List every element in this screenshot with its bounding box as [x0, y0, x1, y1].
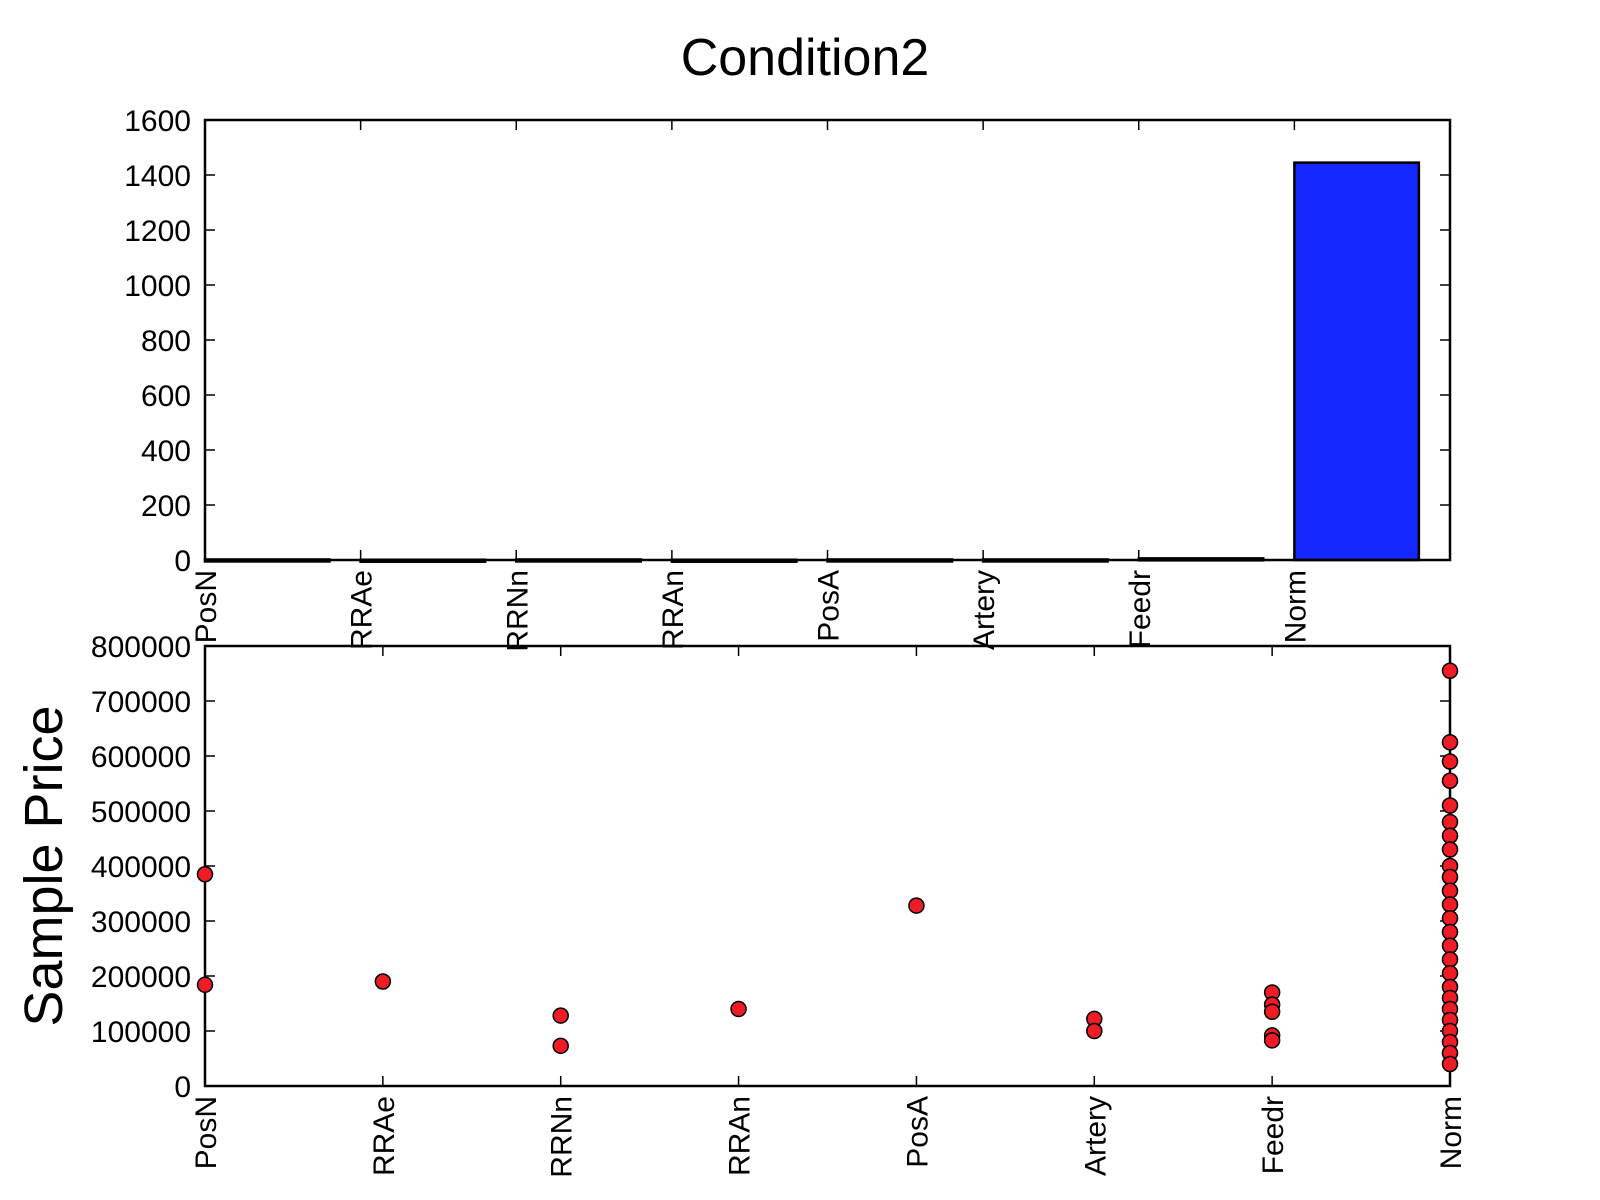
data-point — [908, 897, 925, 914]
y-tick-label: 100000 — [91, 1016, 191, 1049]
data-point — [1441, 797, 1459, 814]
y-tick-label: 400000 — [91, 851, 191, 884]
x-tick-label: RRAe — [346, 570, 379, 650]
data-point — [1441, 772, 1459, 789]
data-point — [1441, 734, 1459, 751]
y-tick-label: 200000 — [91, 961, 191, 994]
data-point — [730, 1000, 747, 1018]
y-tick-label: 1000 — [124, 270, 191, 303]
data-point — [1441, 951, 1459, 968]
data-point — [552, 1037, 569, 1055]
x-tick-label: PosA — [901, 1096, 934, 1168]
y-tick-label: 1600 — [124, 105, 191, 138]
data-point — [1441, 753, 1459, 770]
y-tick-label: 500000 — [91, 796, 191, 829]
data-point — [1441, 965, 1459, 982]
bar-chart-panel: 0 200 400 600 800 1000 1200 1400 1600 PosN RRAe RR… — [124, 105, 1452, 652]
x-tick-label: PosN — [190, 570, 223, 643]
y-axis-label: Sample Price — [14, 705, 74, 1026]
y-tick-label: 0 — [174, 545, 191, 578]
x-tick-label: RRAe — [368, 1096, 401, 1176]
y-tick-label: 600000 — [91, 741, 191, 774]
data-point — [1441, 896, 1459, 913]
x-tick-label: Artery — [1079, 1096, 1112, 1176]
x-tick-label: Feedr — [1124, 570, 1157, 648]
data-point — [1441, 1055, 1459, 1073]
bar-plot-frame — [203, 118, 1452, 562]
data-point — [1441, 910, 1459, 927]
x-tick-label: RRNn — [546, 1096, 579, 1178]
chart-title: Condition2 — [681, 29, 930, 87]
x-tick-label: RRAn — [724, 1096, 757, 1176]
data-point — [1441, 827, 1459, 844]
data-point — [1086, 1022, 1103, 1040]
data-point — [1441, 662, 1459, 679]
y-tick-label: 600 — [141, 380, 191, 413]
y-tick-label: 700000 — [91, 686, 191, 719]
y-tick-label: 1400 — [124, 160, 191, 193]
data-point — [196, 976, 214, 994]
scatter-chart-panel: 0 100000 200000 300000 400000 500000 600000 700… — [14, 631, 1468, 1178]
y-tick-label: 200 — [141, 490, 191, 523]
y-tick-label: 400 — [141, 435, 191, 468]
data-point — [1441, 937, 1459, 954]
x-tick-label: PosN — [190, 1096, 223, 1169]
y-tick-label: 800 — [141, 325, 191, 358]
x-tick-label: Feedr — [1257, 1096, 1290, 1174]
x-tick-label: Norm — [1279, 570, 1312, 643]
y-tick-label: 1200 — [124, 215, 191, 248]
data-point — [374, 973, 392, 990]
bar-norm — [1293, 161, 1421, 562]
data-point — [196, 866, 214, 883]
data-point — [1441, 813, 1459, 831]
data-point — [1441, 882, 1459, 899]
data-point — [1263, 1032, 1281, 1049]
data-point — [1441, 841, 1459, 858]
y-tick-label: 0 — [174, 1071, 191, 1104]
x-tick-label: PosA — [813, 570, 846, 642]
x-tick-label: RRNn — [501, 570, 534, 652]
data-point — [1441, 923, 1459, 941]
data-point — [552, 1007, 569, 1024]
data-point — [1263, 1003, 1281, 1020]
x-tick-label: Artery — [968, 570, 1001, 650]
y-tick-label: 800000 — [91, 631, 191, 664]
data-point — [1441, 868, 1459, 886]
x-tick-label: RRAn — [657, 570, 690, 650]
x-tick-label: Norm — [1435, 1096, 1468, 1169]
scatter-plot-frame — [203, 644, 1452, 1088]
y-tick-label: 300000 — [91, 906, 191, 939]
